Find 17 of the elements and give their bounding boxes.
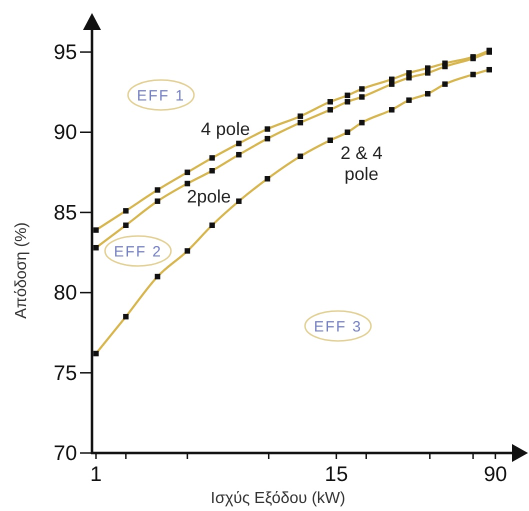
annotation: EFF 2 bbox=[114, 244, 162, 260]
series-label: 4 pole bbox=[200, 119, 250, 140]
y-tick-label: 75 bbox=[54, 362, 77, 385]
x-tick-label: 90 bbox=[484, 463, 508, 486]
series-label: 2pole bbox=[186, 186, 231, 207]
x-axis-title: Ισχύς Εξόδου (kW) bbox=[210, 490, 346, 507]
x-tick-label: 15 bbox=[324, 463, 348, 486]
y-tick-label: 95 bbox=[54, 41, 77, 64]
y-axis-title: Απόδοση (%) bbox=[13, 222, 30, 319]
annotation: EFF 3 bbox=[314, 318, 362, 336]
x-tick-label: 1 bbox=[90, 463, 102, 486]
annotation: EFF 1 bbox=[136, 88, 186, 104]
y-tick-label: 90 bbox=[54, 121, 77, 144]
y-tick-label: 85 bbox=[54, 201, 77, 224]
y-tick-label: 70 bbox=[54, 442, 77, 465]
y-tick-label: 80 bbox=[54, 282, 77, 305]
series-label: 2 & 4 pole bbox=[340, 143, 382, 184]
